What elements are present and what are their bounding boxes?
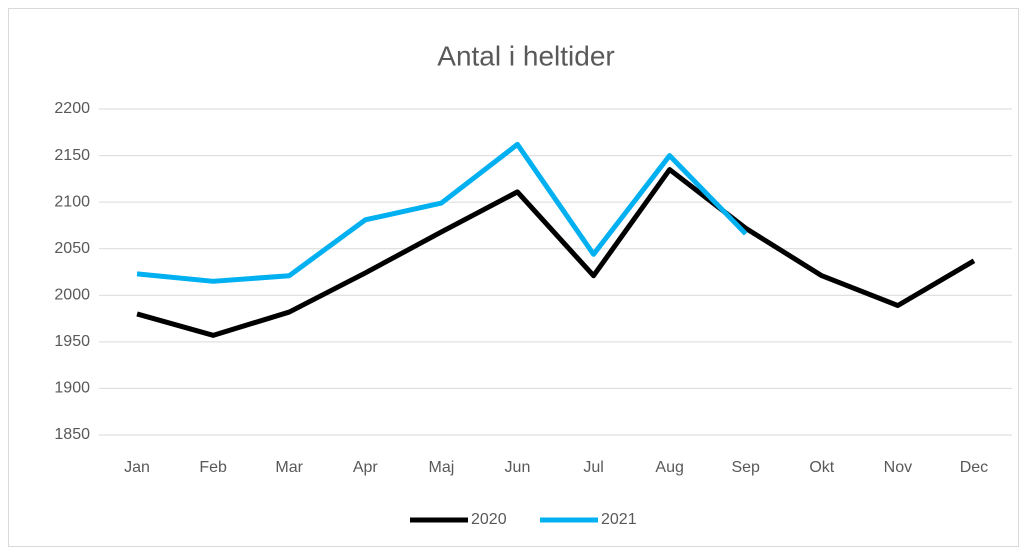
x-tick-label: Feb xyxy=(199,459,227,476)
y-tick-label: 1900 xyxy=(54,380,90,397)
x-tick-label: Jun xyxy=(505,459,531,476)
x-tick-label: Mar xyxy=(275,459,303,476)
legend-label: 2021 xyxy=(601,511,637,528)
x-tick-label: Nov xyxy=(884,459,912,476)
y-tick-label: 2200 xyxy=(54,100,90,117)
y-tick-label: 1850 xyxy=(54,426,90,443)
x-tick-label: Sep xyxy=(731,459,760,476)
y-tick-label: 1950 xyxy=(54,333,90,350)
chart-title: Antal i heltider xyxy=(437,40,614,71)
x-tick-label: Dec xyxy=(960,459,988,476)
x-tick-label: Aug xyxy=(655,459,683,476)
data-line xyxy=(136,141,748,284)
y-tick-label: 2000 xyxy=(54,287,90,304)
y-tick-label: 2100 xyxy=(54,193,90,210)
y-tick-label: 2150 xyxy=(54,147,90,164)
data-line xyxy=(136,167,976,338)
x-tick-label: Jul xyxy=(583,459,603,476)
y-tick-label: 2050 xyxy=(54,240,90,257)
legend-label: 2020 xyxy=(471,511,507,528)
x-tick-label: Apr xyxy=(353,459,379,476)
x-tick-label: Okt xyxy=(809,459,834,476)
x-tick-label: Jan xyxy=(124,459,150,476)
x-tick-label: Maj xyxy=(428,459,454,476)
